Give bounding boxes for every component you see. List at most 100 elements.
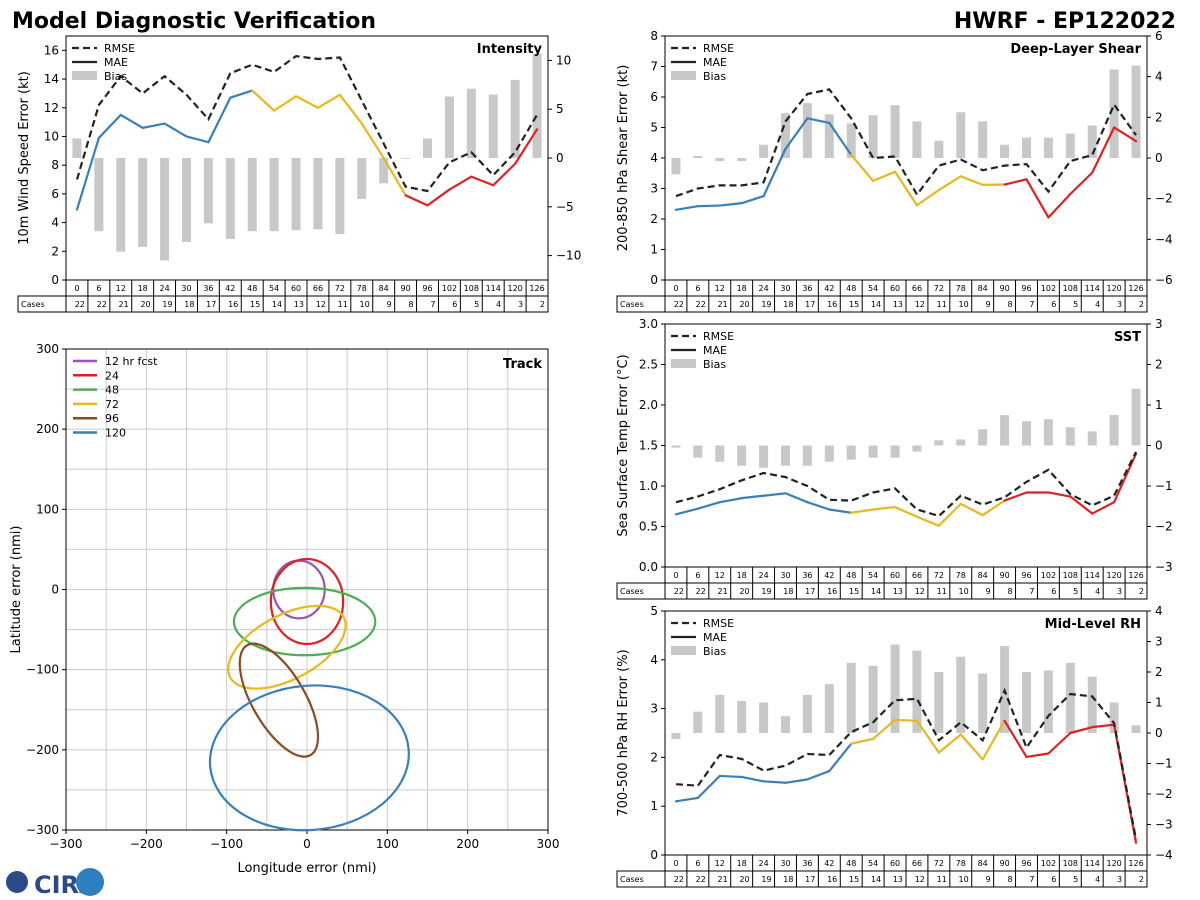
sst-mae-segment bbox=[696, 501, 721, 510]
rh-case-count: 3 bbox=[1117, 875, 1122, 884]
intensity-hour-label: 66 bbox=[313, 284, 323, 293]
intensity-hour-label: 0 bbox=[74, 284, 79, 293]
intensity-mae-segment bbox=[448, 175, 473, 191]
shear-hour-label: 60 bbox=[890, 284, 900, 293]
rh-hour-label: 18 bbox=[737, 859, 747, 868]
track-ellipse-24 bbox=[269, 557, 345, 646]
sst-hour-label: 24 bbox=[758, 571, 768, 580]
sst-cases-row bbox=[616, 582, 1148, 600]
shear-bias-bar bbox=[671, 158, 681, 175]
intensity-bias-bar bbox=[444, 96, 454, 158]
shear-mae-segment bbox=[1069, 171, 1094, 196]
shear-bias-bar bbox=[715, 158, 725, 162]
shear-hour-label: 54 bbox=[868, 284, 878, 293]
sst-bias-bar bbox=[1000, 415, 1010, 446]
sst-hour-label: 54 bbox=[868, 571, 878, 580]
shear-case-count: 16 bbox=[827, 300, 837, 309]
sst-bias-bar bbox=[1131, 388, 1141, 446]
shear-hour-label: 0 bbox=[673, 284, 678, 293]
intensity-hour-label: 102 bbox=[442, 284, 457, 293]
shear-bias-bar bbox=[737, 158, 747, 162]
shear-ytick-label: 7 bbox=[650, 60, 658, 74]
intensity-mae-segment bbox=[470, 175, 495, 187]
intensity-mae-segment bbox=[251, 89, 276, 112]
rh-ytick-label: 5 bbox=[650, 604, 658, 618]
sst-bias-bar bbox=[715, 445, 725, 462]
sst-mae-segment bbox=[1113, 452, 1138, 504]
sst-mae-segment bbox=[959, 502, 984, 517]
intensity-bias-bar bbox=[379, 158, 389, 184]
shear-case-count: 2 bbox=[1139, 300, 1144, 309]
shear-mae-segment bbox=[1003, 178, 1028, 186]
sst-legend-bias-swatch bbox=[671, 359, 696, 368]
shear-bias-bar bbox=[1043, 137, 1053, 158]
intensity-mae-segment bbox=[514, 128, 539, 165]
shear-case-count: 8 bbox=[1007, 300, 1012, 309]
shear-y2tick-label: −2 bbox=[1155, 192, 1173, 206]
sst-ytick-label: 0.5 bbox=[639, 520, 658, 534]
shear-bias-bar bbox=[846, 123, 856, 158]
rh-hour-label: 48 bbox=[846, 859, 856, 868]
sst-mae-segment bbox=[1047, 491, 1072, 498]
intensity-mae-segment bbox=[207, 96, 232, 144]
rh-mae-segment bbox=[1047, 731, 1072, 755]
shear-case-count: 22 bbox=[696, 300, 706, 309]
sst-bias-bar bbox=[846, 445, 856, 460]
shear-y2tick-label: 2 bbox=[1155, 110, 1163, 124]
intensity-hour-label: 18 bbox=[138, 284, 148, 293]
rh-bias-bar bbox=[671, 733, 681, 740]
sst-bias-bar bbox=[1043, 419, 1053, 446]
sst-case-count: 4 bbox=[1095, 587, 1100, 596]
shear-mae-segment bbox=[937, 175, 962, 192]
sst-case-count: 3 bbox=[1117, 587, 1122, 596]
sst-cases-label: Cases bbox=[620, 587, 644, 596]
sst-case-count: 22 bbox=[674, 587, 684, 596]
shear-case-count: 13 bbox=[893, 300, 903, 309]
rh-hour-label: 84 bbox=[978, 859, 988, 868]
intensity-case-count: 6 bbox=[452, 300, 457, 309]
shear-hour-label: 12 bbox=[715, 284, 725, 293]
shear-cases-row bbox=[616, 295, 1148, 313]
track-title: Track bbox=[503, 357, 542, 372]
shear-bias-bar bbox=[1000, 144, 1010, 158]
intensity-hour-label: 108 bbox=[464, 284, 479, 293]
rh-mae-segment bbox=[872, 718, 897, 740]
intensity-hour-label: 30 bbox=[181, 284, 191, 293]
logo-globe-icon bbox=[6, 871, 28, 893]
rh-bias-bar bbox=[912, 650, 922, 733]
shear-mae-segment bbox=[872, 170, 897, 182]
rh-hour-label: 102 bbox=[1041, 859, 1056, 868]
shear-mae-segment bbox=[674, 205, 699, 211]
rh-hour-label: 36 bbox=[802, 859, 812, 868]
rh-ytick-label: 2 bbox=[650, 750, 658, 764]
shear-hour-label: 30 bbox=[780, 284, 790, 293]
sst-case-count: 16 bbox=[827, 587, 837, 596]
shear-bias-bar bbox=[1109, 69, 1119, 158]
rh-y2tick-label: −2 bbox=[1155, 787, 1173, 801]
shear-case-count: 22 bbox=[674, 300, 684, 309]
sst-ytick-label: 1.0 bbox=[639, 479, 658, 493]
rh-hour-label: 30 bbox=[780, 859, 790, 868]
rh-bias-bar bbox=[978, 673, 988, 733]
intensity-bias-bar bbox=[510, 79, 520, 158]
rh-case-count: 18 bbox=[783, 875, 793, 884]
intensity-mae-segment bbox=[185, 135, 210, 144]
sst-case-count: 7 bbox=[1029, 587, 1034, 596]
sst-mae-segment bbox=[1091, 501, 1116, 515]
shear-bias-bar bbox=[912, 121, 922, 158]
intensity-rmse-line bbox=[75, 54, 538, 193]
track-ellipse-120 bbox=[208, 684, 410, 832]
track-legend-label: 96 bbox=[105, 412, 119, 425]
intensity-mae-segment bbox=[229, 89, 254, 99]
track-ytick-label: 100 bbox=[36, 502, 59, 516]
rh-case-count: 21 bbox=[718, 875, 728, 884]
rh-hour-label: 0 bbox=[673, 859, 678, 868]
rh-bias-bar bbox=[759, 702, 769, 733]
intensity-legend-bias: Bias bbox=[104, 70, 127, 83]
rh-mae-segment bbox=[1025, 752, 1050, 759]
sst-ylabel: Sea Surface Temp Error (°C) bbox=[616, 354, 631, 536]
rh-ytick-label: 0 bbox=[650, 848, 658, 862]
track-xtick-label: 100 bbox=[376, 837, 399, 851]
